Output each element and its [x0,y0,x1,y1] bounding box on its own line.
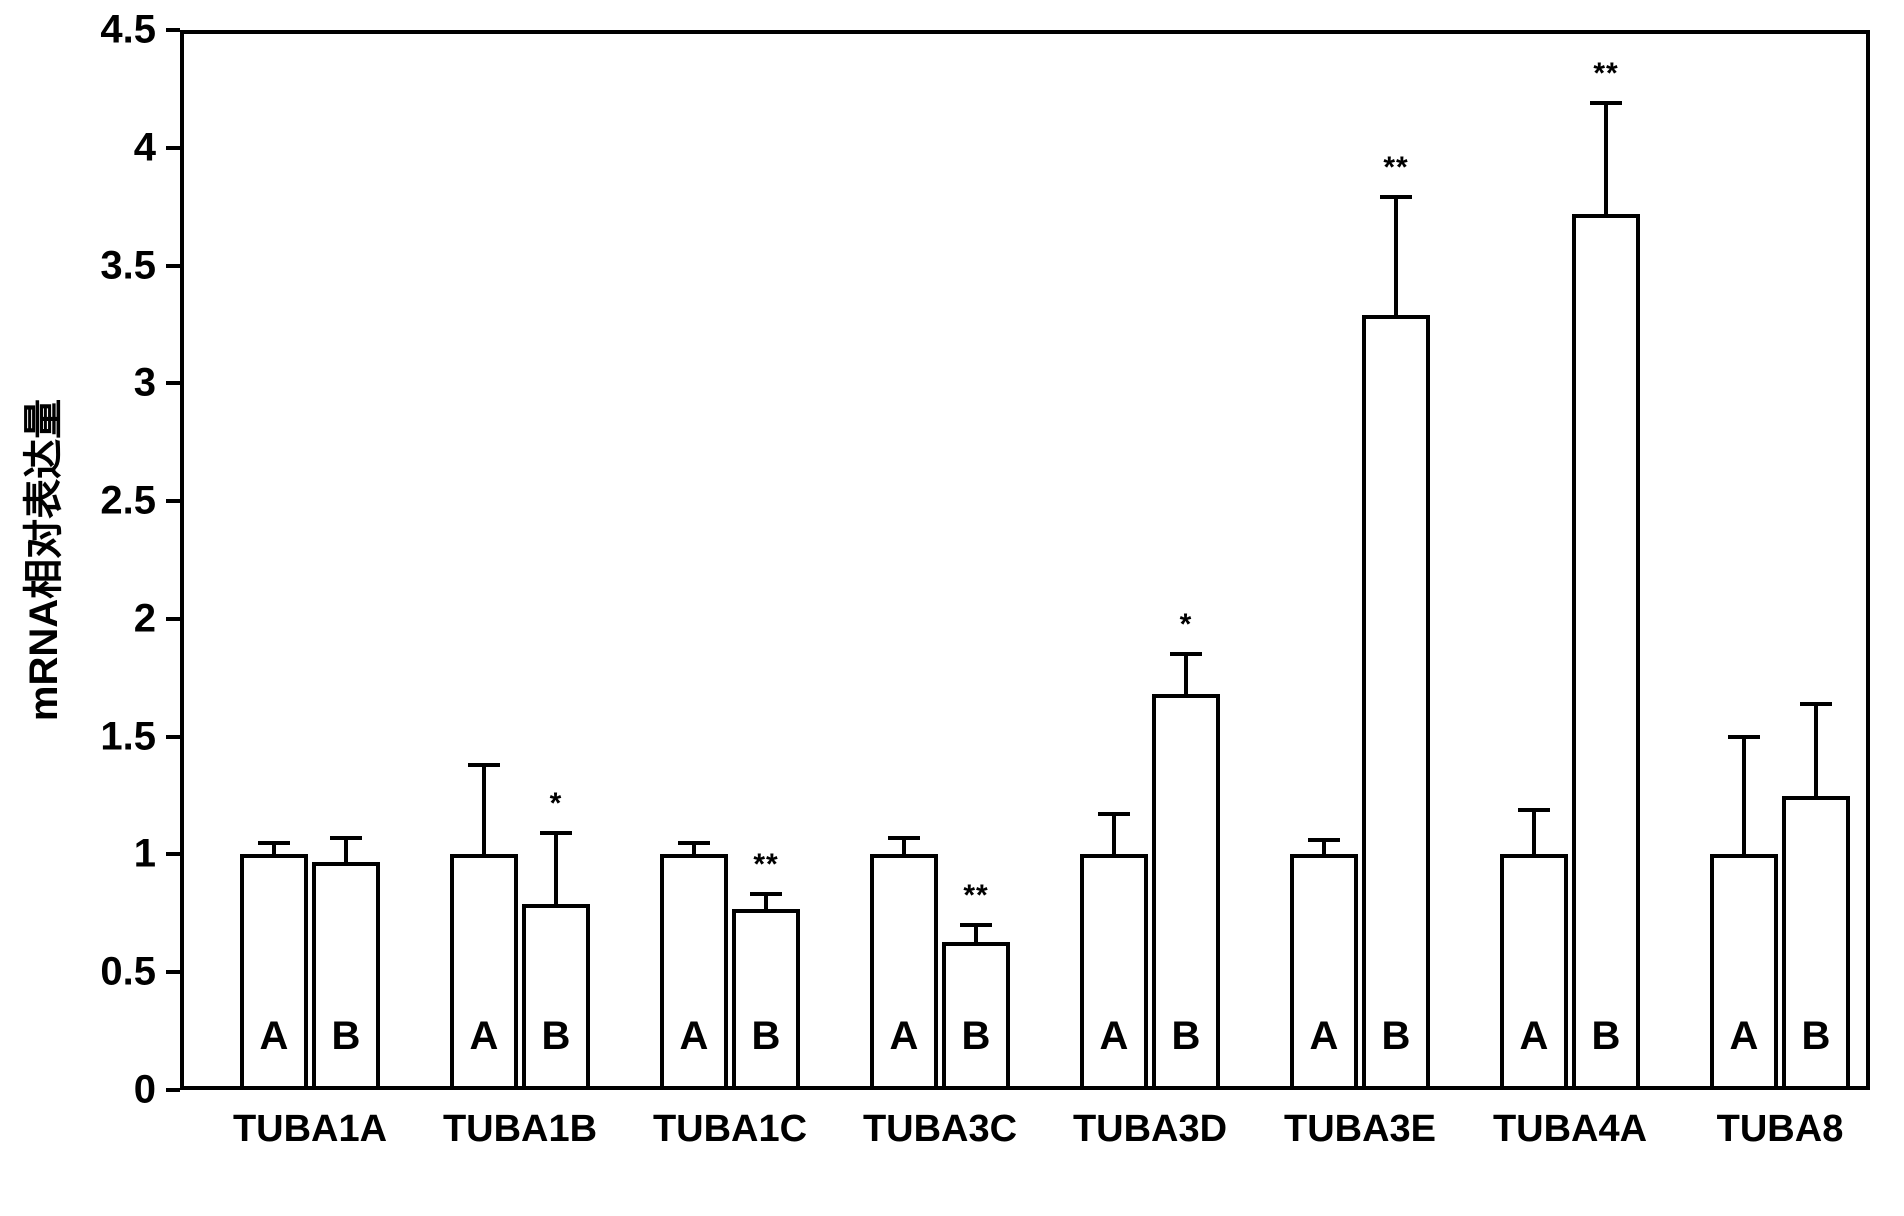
bar-inner-label: B [962,1014,991,1059]
bar-inner-label: B [1382,1014,1411,1059]
significance-label: * [550,787,563,821]
errorbar-vertical [1814,704,1818,796]
errorbar-vertical [1394,197,1398,315]
errorbar-vertical [764,894,768,908]
y-tick-mark [166,28,180,32]
x-category-label: TUBA1C [653,1108,807,1151]
bar-B [1362,315,1430,1090]
errorbar-cap [1098,812,1130,816]
y-tick-label: 4.5 [66,8,156,53]
errorbar-vertical [1532,810,1536,855]
errorbar-cap [1170,652,1202,656]
bar-inner-label: A [1520,1014,1549,1059]
errorbar-cap [468,763,500,767]
bar-inner-label: A [1310,1014,1339,1059]
bar-inner-label: A [1730,1014,1759,1059]
significance-label: ** [1383,151,1408,185]
y-tick-label: 0.5 [66,950,156,995]
errorbar-vertical [554,833,558,904]
errorbar-vertical [344,838,348,862]
bar-inner-label: A [680,1014,709,1059]
errorbar-cap [1800,702,1832,706]
bar-inner-label: B [332,1014,361,1059]
x-category-label: TUBA3E [1284,1108,1436,1151]
y-tick-mark [166,381,180,385]
y-tick-label: 2 [66,596,156,641]
bar-inner-label: A [890,1014,919,1059]
errorbar-vertical [482,765,486,855]
errorbar-cap [750,892,782,896]
y-tick-label: 4 [66,125,156,170]
bar-inner-label: B [542,1014,571,1059]
errorbar-cap [1308,838,1340,842]
y-tick-label: 0 [66,1068,156,1113]
bar-inner-label: B [1172,1014,1201,1059]
errorbar-cap [960,923,992,927]
y-tick-label: 1 [66,832,156,877]
x-category-label: TUBA1B [443,1108,597,1151]
x-category-label: TUBA1A [233,1108,387,1151]
y-tick-mark [166,970,180,974]
errorbar-vertical [902,838,906,854]
x-category-label: TUBA3C [863,1108,1017,1151]
errorbar-vertical [1322,840,1326,854]
bar-inner-label: A [260,1014,289,1059]
y-tick-label: 2.5 [66,479,156,524]
errorbar-vertical [1112,814,1116,854]
x-category-label: TUBA3D [1073,1108,1227,1151]
y-tick-mark [166,735,180,739]
bar-inner-label: B [1802,1014,1831,1059]
errorbar-vertical [1604,103,1608,214]
y-tick-label: 3.5 [66,243,156,288]
y-tick-mark [166,146,180,150]
y-axis-title: mRNA相对表达量 [11,399,69,721]
y-tick-mark [166,1088,180,1092]
errorbar-cap [888,836,920,840]
y-tick-mark [166,617,180,621]
errorbar-cap [330,836,362,840]
x-category-label: TUBA4A [1493,1108,1647,1151]
y-tick-label: 3 [66,361,156,406]
bar-inner-label: B [752,1014,781,1059]
significance-label: ** [1593,57,1618,91]
errorbar-vertical [1184,654,1188,694]
bar-inner-label: A [1100,1014,1129,1059]
errorbar-cap [1380,195,1412,199]
significance-label: * [1180,608,1193,642]
errorbar-vertical [1742,737,1746,855]
bar-B [522,904,590,1090]
bar-B [732,909,800,1090]
errorbar-cap [258,841,290,845]
errorbar-cap [1590,101,1622,105]
errorbar-cap [1518,808,1550,812]
y-tick-mark [166,852,180,856]
y-tick-label: 1.5 [66,714,156,759]
y-tick-mark [166,264,180,268]
bar-inner-label: A [470,1014,499,1059]
y-tick-mark [166,499,180,503]
bar-inner-label: B [1592,1014,1621,1059]
significance-label: ** [753,848,778,882]
errorbar-cap [540,831,572,835]
chart-container: 00.511.522.533.544.5mRNA相对表达量ABTUBA1AAB*… [0,0,1904,1216]
significance-label: ** [963,879,988,913]
x-category-label: TUBA8 [1717,1108,1844,1151]
errorbar-vertical [974,925,978,941]
errorbar-cap [678,841,710,845]
errorbar-cap [1728,735,1760,739]
bar-B [1572,214,1640,1090]
